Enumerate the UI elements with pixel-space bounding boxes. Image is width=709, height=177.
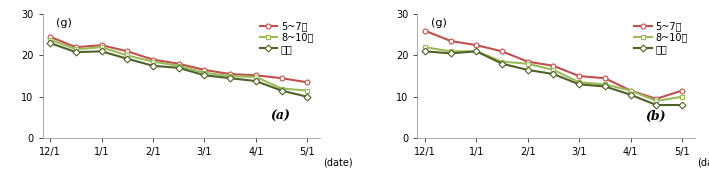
8~10개	[72, 48, 80, 50]
Line: 방임: 방임	[423, 49, 684, 107]
8~10개	[97, 46, 106, 48]
Line: 8~10개: 8~10개	[48, 37, 310, 93]
8~10개	[472, 50, 481, 52]
방임	[277, 90, 286, 92]
방임	[252, 80, 260, 82]
8~10개	[575, 81, 584, 83]
Legend: 5~7개, 8~10개, 방임: 5~7개, 8~10개, 방임	[632, 19, 690, 56]
5~7개	[226, 73, 235, 75]
Text: (g): (g)	[431, 18, 447, 28]
방임	[575, 83, 584, 85]
Line: 5~7개: 5~7개	[48, 35, 310, 85]
8~10개	[226, 75, 235, 77]
5~7개	[549, 65, 558, 67]
방임	[652, 104, 661, 106]
5~7개	[200, 69, 208, 71]
5~7개	[472, 44, 481, 46]
방임	[46, 42, 55, 44]
방임	[549, 73, 558, 75]
방임	[498, 63, 506, 65]
8~10개	[678, 96, 686, 98]
Line: 8~10개: 8~10개	[423, 45, 684, 103]
8~10개	[420, 46, 429, 48]
방임	[601, 85, 609, 87]
5~7개	[97, 44, 106, 46]
5~7개	[523, 61, 532, 63]
5~7개	[174, 63, 183, 65]
방임	[303, 96, 311, 98]
방임	[123, 58, 132, 60]
방임	[226, 77, 235, 79]
방임	[626, 94, 635, 96]
8~10개	[277, 87, 286, 90]
5~7개	[678, 90, 686, 92]
Text: (g): (g)	[57, 18, 72, 28]
방임	[174, 67, 183, 69]
방임	[447, 52, 455, 55]
5~7개	[149, 59, 157, 61]
8~10개	[149, 61, 157, 63]
5~7개	[46, 36, 55, 38]
8~10개	[303, 90, 311, 92]
8~10개	[523, 63, 532, 65]
8~10개	[601, 83, 609, 85]
방임	[523, 69, 532, 71]
8~10개	[626, 90, 635, 92]
Text: (date): (date)	[323, 158, 352, 167]
5~7개	[72, 46, 80, 48]
5~7개	[420, 30, 429, 32]
5~7개	[575, 75, 584, 77]
5~7개	[498, 50, 506, 52]
8~10개	[498, 61, 506, 63]
8~10개	[123, 54, 132, 56]
5~7개	[601, 77, 609, 79]
8~10개	[447, 50, 455, 52]
5~7개	[447, 40, 455, 42]
방임	[72, 51, 80, 53]
Legend: 5~7개, 8~10개, 방임: 5~7개, 8~10개, 방임	[257, 19, 316, 56]
5~7개	[626, 90, 635, 92]
방임	[149, 65, 157, 67]
Text: (date): (date)	[698, 158, 709, 167]
8~10개	[549, 69, 558, 71]
5~7개	[252, 74, 260, 76]
8~10개	[174, 65, 183, 67]
방임	[678, 104, 686, 106]
8~10개	[200, 72, 208, 74]
Line: 방임: 방임	[48, 41, 310, 99]
5~7개	[303, 81, 311, 83]
Line: 5~7개: 5~7개	[423, 28, 684, 101]
5~7개	[277, 77, 286, 79]
Text: (b): (b)	[645, 110, 665, 123]
Text: (a): (a)	[270, 110, 290, 123]
방임	[200, 74, 208, 76]
5~7개	[123, 50, 132, 52]
방임	[420, 50, 429, 52]
방임	[472, 50, 481, 52]
8~10개	[252, 76, 260, 78]
8~10개	[652, 100, 661, 102]
방임	[97, 50, 106, 52]
5~7개	[652, 98, 661, 100]
8~10개	[46, 39, 55, 41]
